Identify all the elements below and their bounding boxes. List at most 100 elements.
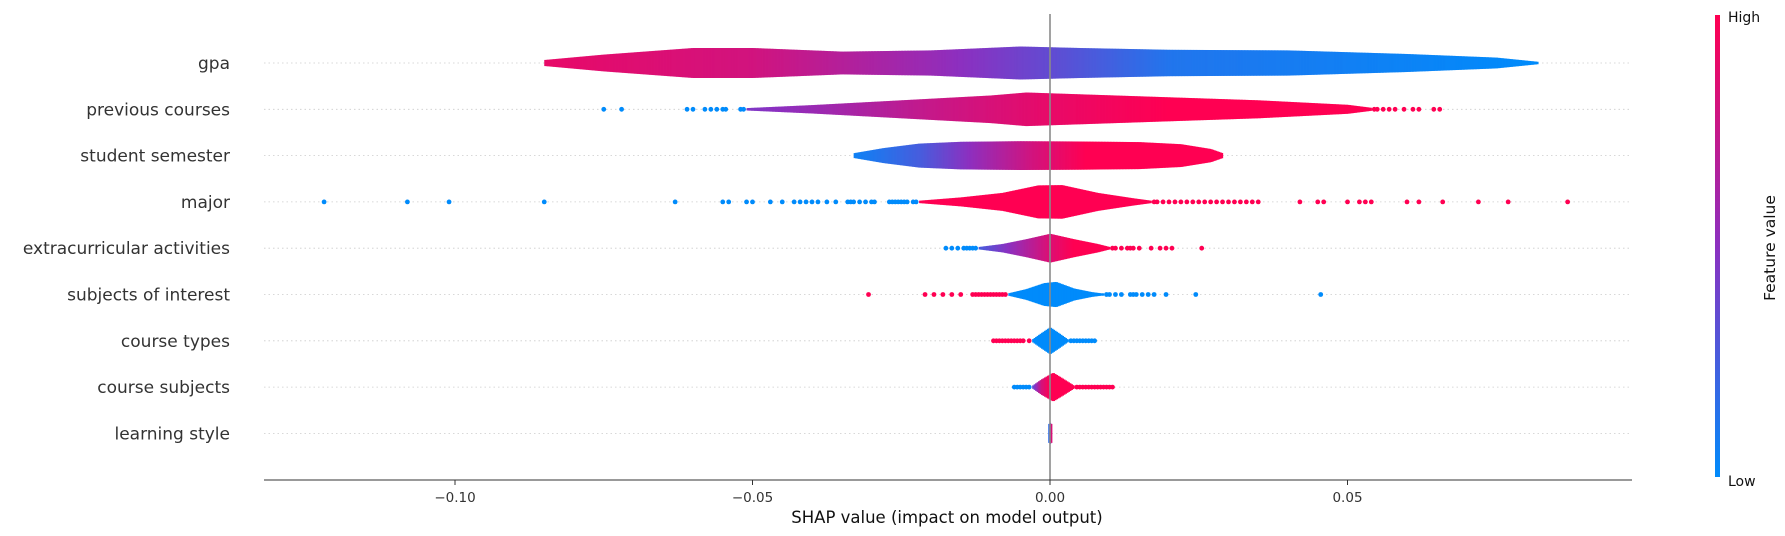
violin-slice xyxy=(1134,198,1137,206)
violin-slice xyxy=(818,104,821,114)
violin-slice xyxy=(923,99,926,120)
violin-slice xyxy=(1073,47,1076,79)
violin-slice xyxy=(827,104,830,115)
violin-slice xyxy=(752,107,755,111)
violin-slice xyxy=(969,141,972,170)
violin-slice xyxy=(1217,50,1220,76)
violin-slice xyxy=(920,99,923,120)
violin-slice xyxy=(1006,242,1009,254)
colorbar: High Low Feature value xyxy=(1715,10,1779,490)
violin-slice xyxy=(925,143,928,168)
violin-slice xyxy=(948,49,951,77)
violin-slice xyxy=(880,148,883,163)
outlier-point-major xyxy=(1238,199,1243,205)
violin-slice xyxy=(1292,50,1295,76)
outlier-point-major xyxy=(913,199,919,205)
violin-slice xyxy=(1160,97,1163,122)
violin-slice xyxy=(1328,51,1331,75)
violin-slice xyxy=(1172,97,1175,122)
violin-slice xyxy=(1104,141,1107,170)
violin-slice xyxy=(1126,141,1129,170)
violin-slice xyxy=(989,47,992,79)
violin-slice xyxy=(1086,190,1089,214)
violin-slice xyxy=(1187,97,1190,121)
outlier-point-major xyxy=(1154,199,1160,205)
violin-slice xyxy=(986,194,989,210)
violin-slice xyxy=(1097,292,1100,297)
violin-slice xyxy=(917,50,920,76)
violin-slice xyxy=(1278,101,1281,118)
violin-slice xyxy=(1142,49,1145,77)
violin-slice xyxy=(1334,51,1337,75)
violin-slice xyxy=(1085,241,1088,255)
violin-slice xyxy=(923,200,926,204)
violin-slice xyxy=(1512,59,1515,67)
outlier-point-major xyxy=(405,199,410,205)
violin-slice xyxy=(1162,143,1165,168)
violin-slice xyxy=(1425,54,1428,72)
violin-slice xyxy=(1093,292,1096,297)
violin-slice xyxy=(1152,49,1155,77)
violin-slice xyxy=(972,96,975,123)
violin-slice xyxy=(748,108,751,111)
violin-slice xyxy=(1018,240,1021,256)
violin-slice xyxy=(1069,141,1072,170)
violin-slice xyxy=(1064,237,1067,260)
violin-slice xyxy=(1051,328,1054,353)
violin-slice xyxy=(969,96,972,123)
violin-slice xyxy=(1074,47,1077,79)
violin-slice xyxy=(1085,190,1088,214)
violin-slice xyxy=(1127,95,1130,123)
violin-slice xyxy=(1275,101,1278,118)
violin-slice xyxy=(893,100,896,118)
violin-slice xyxy=(1079,289,1082,300)
violin-slice xyxy=(982,141,985,170)
violin-slice xyxy=(1453,55,1457,71)
violin-slice xyxy=(1176,49,1179,77)
violin-slice xyxy=(1041,47,1044,79)
violin-slice xyxy=(1304,50,1307,76)
violin-slice xyxy=(761,107,764,112)
violin-slice xyxy=(1017,141,1020,170)
violin-slice xyxy=(1014,241,1017,255)
violin-slice xyxy=(1035,46,1038,80)
violin-slice xyxy=(864,151,867,160)
violin-slice xyxy=(1057,141,1060,170)
violin-slice xyxy=(799,49,802,77)
outlier-point-previous-courses xyxy=(690,106,696,112)
violin-slice xyxy=(1097,244,1100,253)
outlier-point-extracurricular-activities xyxy=(1113,245,1118,251)
violin-slice xyxy=(960,49,963,77)
violin-slice xyxy=(1021,239,1024,257)
violin-slice xyxy=(995,95,998,124)
violin-slice xyxy=(758,48,761,78)
violin-slice xyxy=(929,98,932,120)
violin-slice xyxy=(1075,141,1078,170)
violin-slice xyxy=(997,141,1000,170)
violin-slice xyxy=(1386,53,1389,73)
violin-slice xyxy=(1097,192,1100,211)
violin-slice xyxy=(965,48,968,78)
outlier-point-major xyxy=(1321,199,1327,205)
violin-slice xyxy=(1129,142,1132,170)
violin-slice xyxy=(1319,51,1322,75)
violin-slice xyxy=(598,55,601,71)
violin-extracurricular-activities xyxy=(978,233,1111,263)
violin-slice xyxy=(900,50,904,76)
violin-slice xyxy=(1128,95,1131,123)
violin-slice xyxy=(931,143,934,169)
violin-slice xyxy=(1287,101,1290,117)
violin-slice xyxy=(1063,379,1066,395)
violin-slice xyxy=(1026,141,1029,170)
violin-slice xyxy=(1317,51,1320,75)
violin-slice xyxy=(1172,49,1175,77)
violin-slice xyxy=(1262,50,1265,76)
violin-slice xyxy=(851,102,854,116)
violin-slice xyxy=(1017,93,1020,126)
violin-slice xyxy=(1299,50,1302,76)
violin-slice xyxy=(544,59,547,67)
violin-slice xyxy=(888,50,892,76)
violin-slice xyxy=(957,97,960,122)
violin-slice xyxy=(1293,50,1296,76)
violin-slice xyxy=(1079,94,1082,125)
